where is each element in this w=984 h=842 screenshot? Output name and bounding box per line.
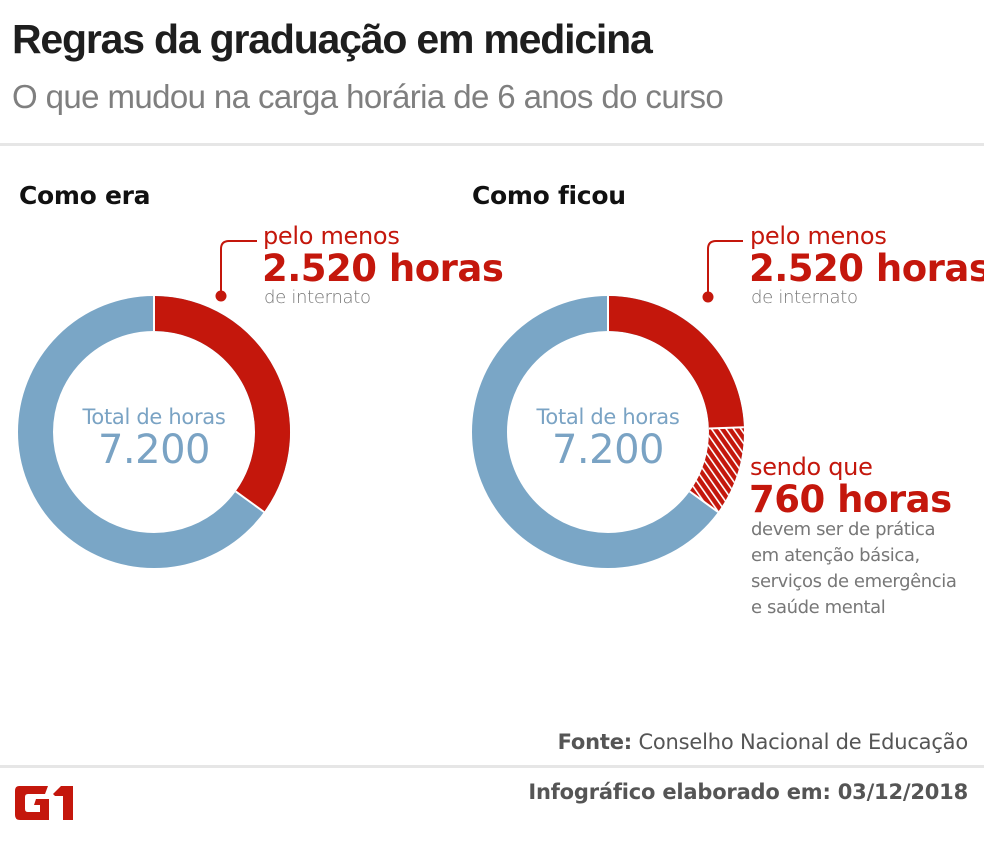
panel-heading-como-era: Como era	[19, 181, 151, 210]
donut-segment-internato	[608, 296, 744, 429]
callout-lead: pelo menos	[263, 222, 400, 250]
sub-callout-value: 760 horas	[749, 478, 952, 521]
callout-lead: pelo menos	[750, 222, 887, 250]
callout-dot-icon	[702, 291, 714, 303]
note-line: serviços de emergência	[751, 571, 957, 592]
page-title: Regras da graduação em medicina	[12, 16, 653, 62]
sub-callout-note: devem ser de prática em atenção básica, …	[751, 517, 957, 621]
donut-segment-internato	[154, 296, 291, 512]
panel-heading-como-ficou: Como ficou	[472, 181, 626, 210]
callout-dot-icon	[215, 290, 227, 302]
donut-chart-como-era	[18, 296, 291, 568]
note-line: devem ser de prática	[751, 519, 936, 540]
callout-note: de internato	[751, 287, 858, 308]
source-line: Fonte: Conselho Nacional de Educação	[557, 730, 969, 754]
g1-logo-icon	[15, 786, 73, 820]
donut-chart-como-ficou	[472, 296, 744, 568]
note-line: e saúde mental	[751, 597, 886, 618]
donut-segment-760-hours-hatched	[689, 427, 744, 512]
callout-leader-right	[702, 240, 743, 303]
source-label: Fonte:	[557, 730, 633, 754]
footer-divider	[0, 765, 984, 768]
donut-center-value: 7.200	[551, 427, 665, 473]
callout-value: 2.520 horas	[749, 247, 984, 290]
donut-center-label: Total de horas	[82, 405, 226, 429]
donut-center-label: Total de horas	[536, 405, 680, 429]
sub-callout-lead: sendo que	[750, 453, 873, 481]
source-value: Conselho Nacional de Educação	[638, 730, 968, 754]
note-line: em atenção básica,	[751, 545, 920, 566]
page-subtitle: O que mudou na carga horária de 6 anos d…	[12, 78, 724, 115]
callout-note: de internato	[264, 287, 371, 308]
date-line: Infográfico elaborado em: 03/12/2018	[528, 780, 968, 804]
callout-leader-left	[215, 240, 257, 302]
header-divider	[0, 143, 984, 146]
donut-center-value: 7.200	[97, 427, 211, 473]
callout-value: 2.520 horas	[262, 247, 504, 290]
